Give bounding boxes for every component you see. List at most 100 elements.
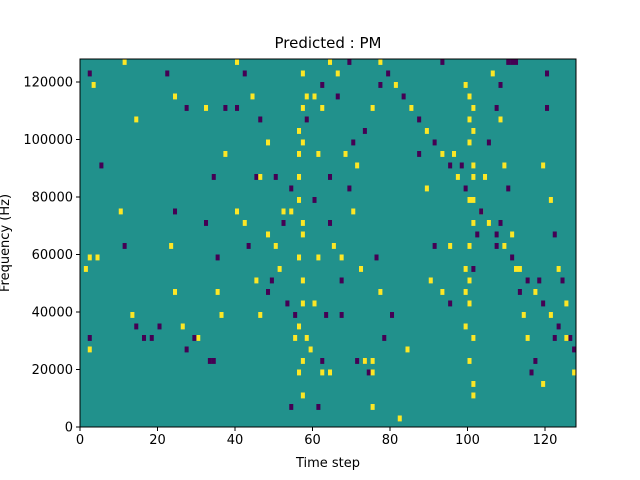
plot-frame bbox=[79, 58, 577, 428]
heatmap-cell-high bbox=[564, 335, 569, 341]
heatmap-cell-low bbox=[552, 231, 557, 238]
heatmap-cell-high bbox=[370, 404, 375, 410]
heatmap-cell-low bbox=[382, 335, 387, 341]
x-axis: 0 20 40 60 80 100 120 bbox=[76, 427, 558, 448]
heatmap-cell-high bbox=[250, 93, 255, 100]
heatmap-cell-high bbox=[331, 243, 336, 249]
heatmap-cell-high bbox=[173, 289, 178, 295]
heatmap-cell-low bbox=[242, 70, 247, 77]
heatmap-cell-low bbox=[134, 323, 139, 330]
heatmap-cell-low bbox=[417, 151, 422, 157]
heatmap-cell-low bbox=[122, 243, 127, 249]
heatmap-cell-low bbox=[335, 93, 340, 100]
heatmap-cell-high bbox=[490, 70, 495, 77]
heatmap-cell-high bbox=[525, 335, 530, 341]
heatmap-cell-high bbox=[297, 369, 302, 376]
heatmap-cell-high bbox=[467, 139, 472, 146]
heatmap-cell-high bbox=[355, 162, 360, 169]
heatmap-cell-low bbox=[494, 243, 499, 249]
y-axis-label: Frequency (Hz) bbox=[0, 194, 13, 292]
heatmap-cell-high bbox=[471, 105, 476, 111]
heatmap-cell-high bbox=[300, 105, 305, 111]
heatmap-cell-high bbox=[541, 381, 546, 387]
chart-title: Predicted : PM bbox=[275, 34, 382, 52]
heatmap-cell-low bbox=[328, 174, 333, 180]
heatmap-cell-low bbox=[486, 139, 491, 146]
heatmap-cell-low bbox=[173, 208, 178, 215]
heatmap-cell-low bbox=[506, 59, 511, 65]
heatmap-cell-low bbox=[517, 289, 522, 295]
heatmap-cell-high bbox=[467, 116, 472, 123]
heatmap-cell-high bbox=[405, 346, 410, 353]
heatmap-cell-low bbox=[192, 335, 197, 341]
heatmap-cell-low bbox=[362, 128, 367, 134]
heatmap-cell-high bbox=[471, 162, 476, 169]
heatmap-cell-high bbox=[235, 208, 240, 215]
heatmap-cell-high bbox=[273, 243, 278, 249]
heatmap-cell-low bbox=[316, 404, 321, 410]
heatmap-cell-low bbox=[269, 277, 274, 284]
y-axis: 0 20000 40000 60000 80000 100000 120000 bbox=[23, 76, 80, 436]
heatmap-cell-low bbox=[525, 277, 530, 284]
heatmap-cell-high bbox=[471, 128, 476, 134]
heatmap-cell-high bbox=[471, 174, 476, 180]
y-tick-label: 40000 bbox=[32, 306, 73, 321]
heatmap-cell-low bbox=[312, 197, 317, 203]
heatmap-cell-high bbox=[235, 59, 240, 65]
y-tick-label: 80000 bbox=[32, 191, 73, 206]
heatmap-cell-high bbox=[428, 277, 433, 284]
x-tick-label: 60 bbox=[304, 433, 321, 448]
heatmap-cell-high bbox=[122, 59, 127, 65]
heatmap-cell-low bbox=[293, 312, 298, 318]
x-tick-label: 100 bbox=[455, 433, 480, 448]
heatmap-cell-low bbox=[537, 277, 542, 284]
heatmap-cell-high bbox=[320, 105, 325, 111]
heatmap-cell-high bbox=[359, 266, 364, 272]
heatmap-cell-low bbox=[552, 335, 557, 341]
heatmap-cell-low bbox=[568, 335, 573, 341]
heatmap-cell-low bbox=[339, 277, 344, 284]
heatmap-cell-high bbox=[564, 300, 569, 307]
heatmap-cell-high bbox=[258, 312, 263, 318]
heatmap-cell-high bbox=[328, 369, 333, 376]
heatmap-cell-high bbox=[471, 197, 476, 203]
heatmap-cell-high bbox=[328, 59, 333, 65]
heatmap-cell-high bbox=[502, 162, 507, 169]
heatmap-cell-high bbox=[83, 266, 88, 272]
heatmap-cell-low bbox=[514, 59, 519, 65]
heatmap-cell-low bbox=[184, 346, 189, 353]
heatmap-cell-high bbox=[297, 128, 302, 134]
heatmap-cell-high bbox=[541, 162, 546, 169]
heatmap-cell-high bbox=[312, 93, 317, 100]
heatmap-cell-high bbox=[266, 139, 271, 146]
heatmap-cell-low bbox=[285, 300, 290, 307]
heatmap-cell-high bbox=[471, 220, 476, 226]
heatmap-cell-high bbox=[486, 220, 491, 226]
heatmap-cell-low bbox=[347, 185, 352, 192]
heatmap-cell-low bbox=[432, 243, 437, 249]
heatmap-cell-high bbox=[316, 151, 321, 157]
heatmap-cell-high bbox=[87, 254, 92, 261]
y-tick-label: 20000 bbox=[32, 363, 73, 378]
heatmap-cell-high bbox=[548, 197, 553, 203]
heatmap-cell-low bbox=[351, 139, 356, 146]
heatmap-cell-low bbox=[541, 300, 546, 307]
heatmap-cell-high bbox=[510, 231, 515, 238]
heatmap-cell-high bbox=[467, 243, 472, 249]
heatmap-cell-low bbox=[246, 243, 251, 249]
heatmap-cell-low bbox=[506, 185, 511, 192]
heatmap-cell-low bbox=[223, 105, 228, 111]
heatmap-cell-low bbox=[545, 70, 550, 77]
heatmap-cell-low bbox=[339, 312, 344, 318]
x-tick-label: 120 bbox=[533, 433, 558, 448]
heatmap-cell-high bbox=[440, 289, 445, 295]
heatmap-cell-high bbox=[293, 335, 298, 341]
heatmap-cell-low bbox=[184, 105, 189, 111]
heatmap-cell-high bbox=[281, 208, 286, 215]
heatmap-cell-high bbox=[316, 254, 321, 261]
heatmap-cell-high bbox=[424, 128, 429, 134]
heatmap-cell-low bbox=[529, 369, 534, 376]
heatmap-cell-low bbox=[320, 82, 325, 88]
heatmap-cell-high bbox=[467, 93, 472, 100]
